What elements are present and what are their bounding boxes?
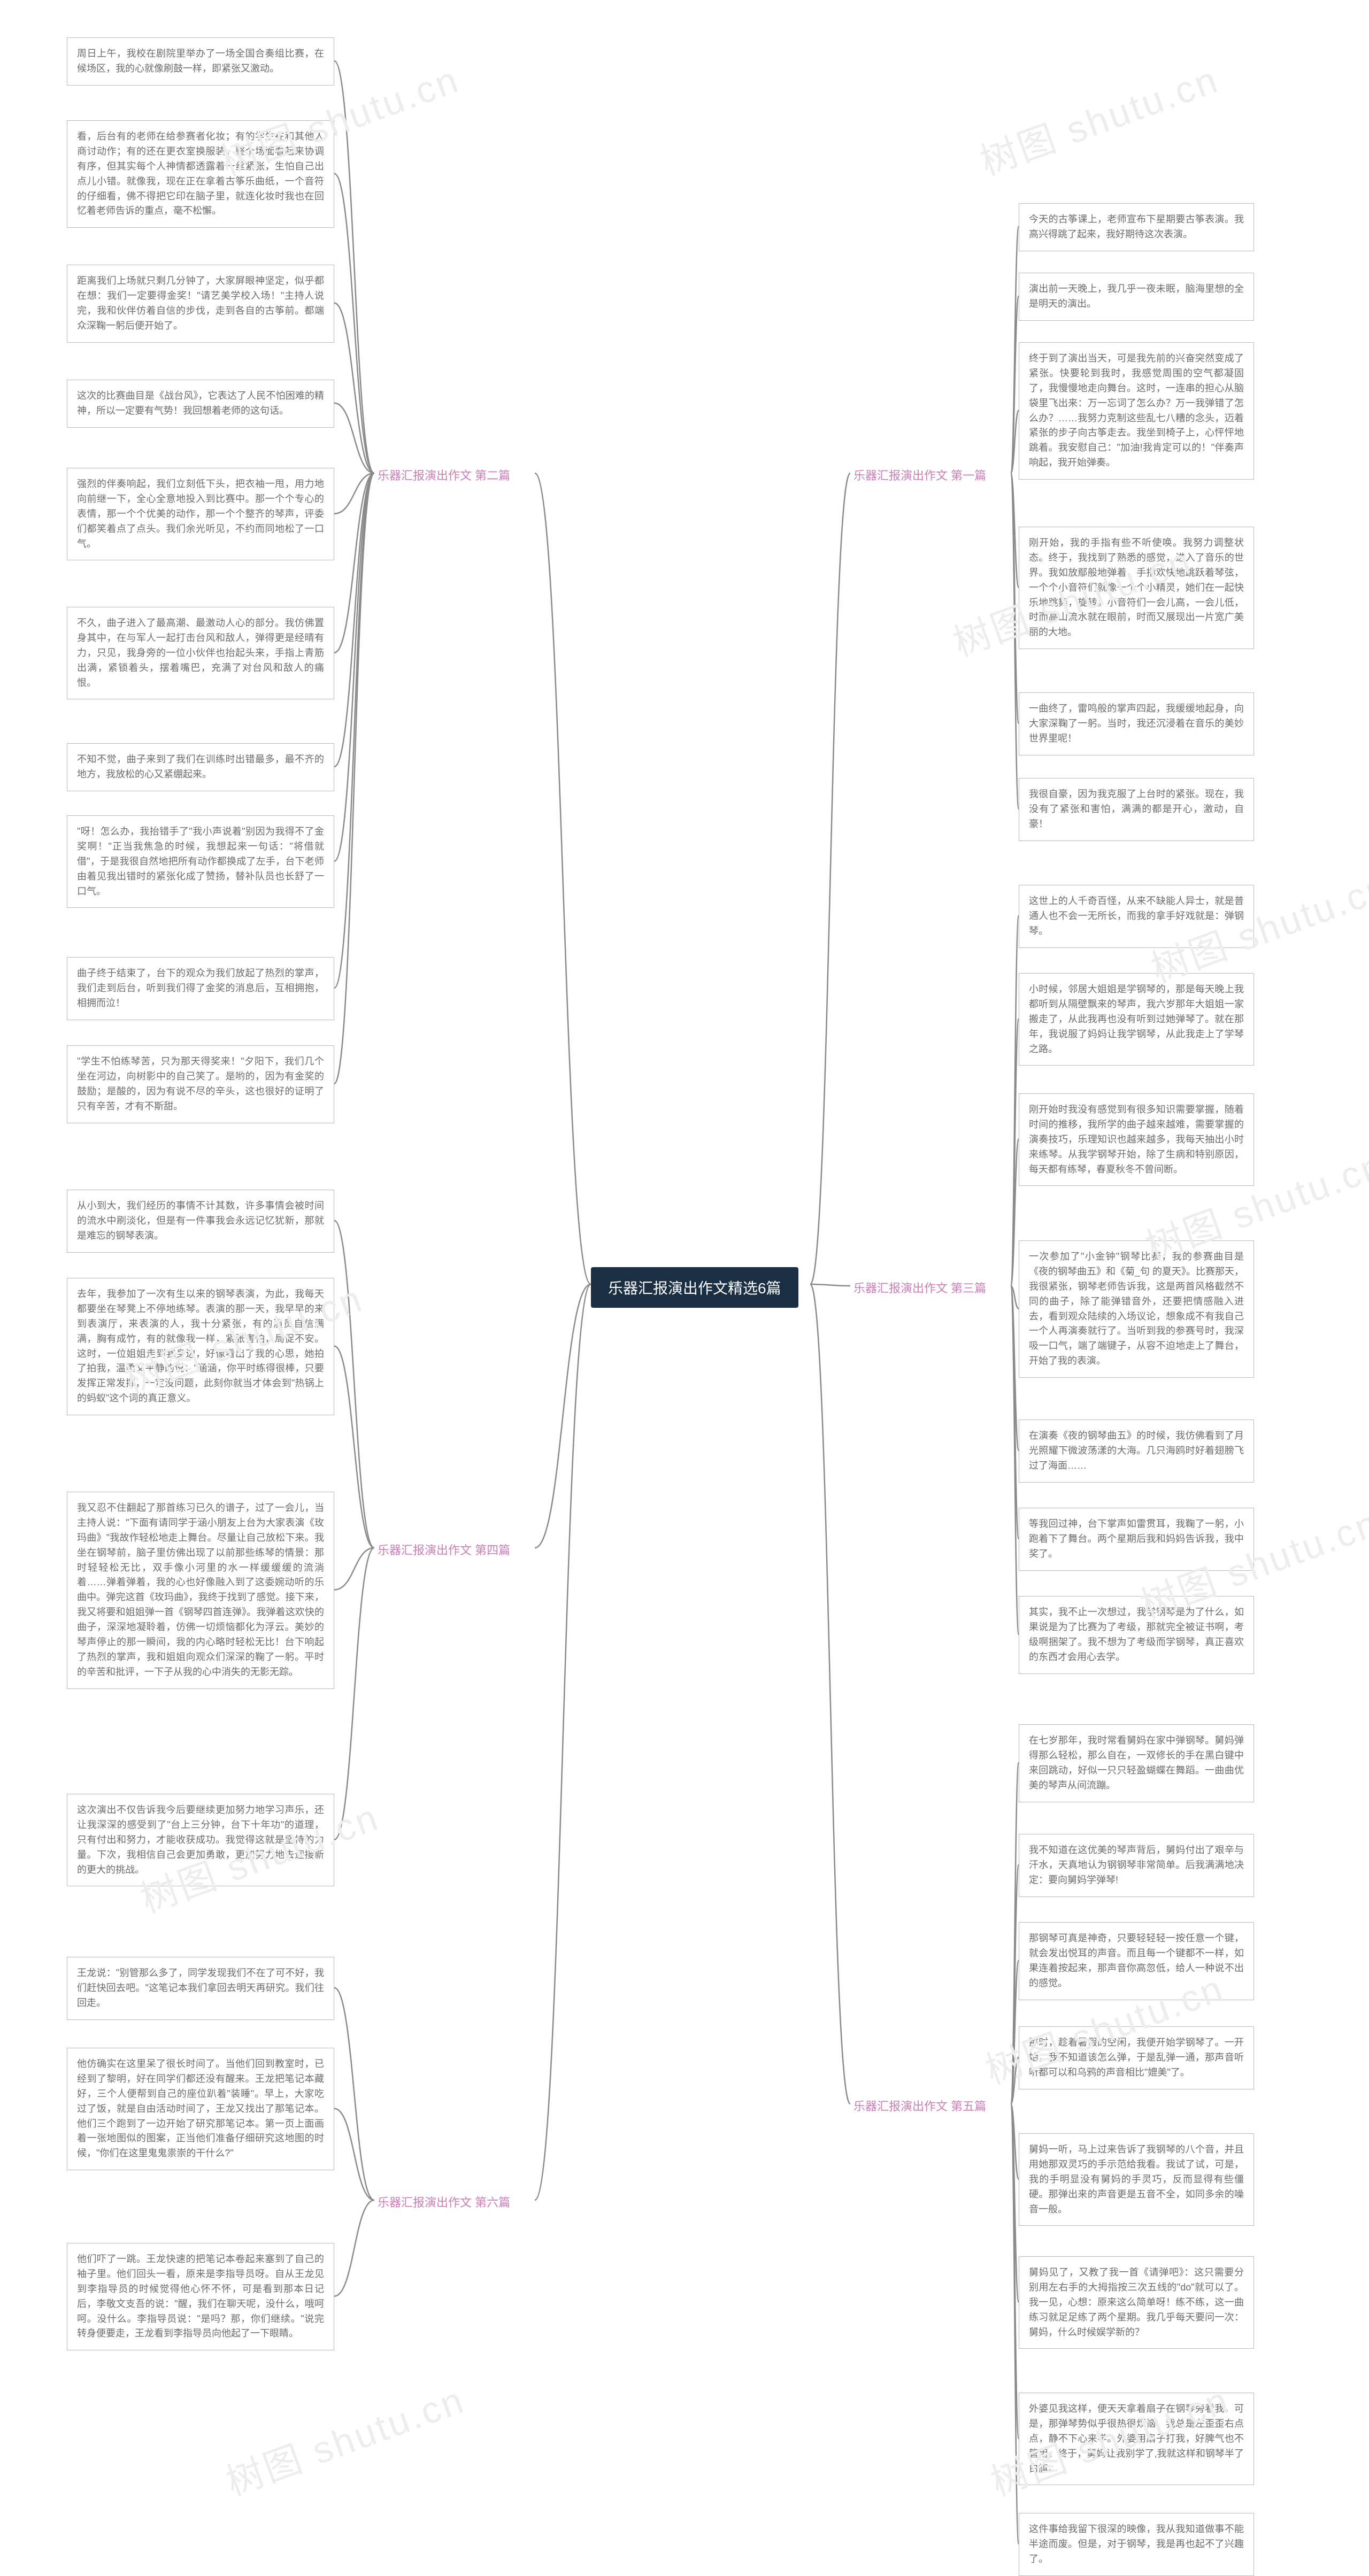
connector [535,473,591,1284]
note-box: 一曲终了，雷鸣般的掌声四起，我缓缓地起身，向大家深鞠了一躬。当时，我还沉浸着在音… [1019,692,1254,755]
connector [334,61,374,473]
connector [810,1284,850,2104]
connector [1011,473,1019,809]
note-box: 小时候，邻居大姐姐是学钢琴的，那是每天晚上我都听到从隔壁飘来的琴声，我六岁那年大… [1019,973,1254,1066]
note-box: 这次的比赛曲目是《战台风》，它表达了人民不怕困难的精神，所以一定要有气势！我回想… [67,380,334,428]
connector [535,1284,591,2200]
connector [334,473,374,514]
note-box: 他仿确实在这里呆了很长时间了。当他们回到教室时，已经到了黎明，好在同学们都还没有… [67,2048,334,2170]
note-box: 一次参加了"小金钟"钢琴比赛，我的参赛曲目是《夜的钢琴曲五》和《菊_句 的夏天》… [1019,1240,1254,1378]
connector [1011,1763,1019,2104]
note-box: 刚开始，我的手指有些不听使唤。我努力调整状态。终于，我找到了熟悉的感觉，进入了音… [1019,527,1254,649]
note-box: 外婆见我这样，便天天拿着扇子在钢琴旁看我。可是，那弹琴势似乎很热很烦恼。我总是左… [1019,2393,1254,2485]
note-box: 终于到了演出当天，可是我先前的兴奋突然变成了紧张。快要轮到我时，我感觉周围的空气… [1019,342,1254,480]
note-box: 去年，我参加了一次有生以来的钢琴表演，为此，我每天都要坐在琴凳上不停地练琴。表演… [67,1278,334,1415]
connector [1011,2104,1019,2439]
connector [334,403,374,473]
note-box: 不知不觉，曲子来到了我们在训练时出错最多，最不齐的地方，我放松的心又紧绷起来。 [67,743,334,791]
note-box: 在演奏《夜的钢琴曲五》的时候，我仿佛看到了月光照耀下微波荡漾的大海。几只海鸥时好… [1019,1420,1254,1483]
connector [1011,227,1019,473]
note-box: 那时，趁着暑假的空闲，我便开始学钢琴了。一开始，我不知道该怎么弹，于是乱弹一通，… [1019,2026,1254,2089]
connector [1011,2104,1019,2544]
branch-label: 乐器汇报演出作文 第三篇 [850,1278,989,1297]
connector [334,174,374,473]
connector [810,473,850,1284]
note-box: 舅妈见了，又教了我一首《请弹吧》：这只需要分别用左右手的大拇指按三次五线的"do… [1019,2256,1254,2349]
note-box: 我很自豪，因为我克服了上台时的紧张。现在，我没有了紧张和害怕，满满的都是开心，激… [1019,778,1254,841]
branch-label: 乐器汇报演出作文 第六篇 [374,2192,513,2211]
note-box: 舅妈一听，马上过来告诉了我钢琴的八个音，并且用她那双灵巧的手示范给我看。我试了试… [1019,2133,1254,2226]
connector [334,1548,374,1590]
connector [1011,1286,1019,1451]
watermark: 树图 shutu.cn [972,50,1225,186]
note-box: 王龙说："别管那么多了，同学发现我们不在了可不好，我们赶快回去吧。"这笔记本我们… [67,1957,334,2020]
connector [334,473,374,767]
note-box: 演出前一天晚上，我几乎一夜未眠，脑海里想的全是明天的演出。 [1019,273,1254,321]
connector [1011,2104,1019,2179]
connector [334,1548,374,1840]
note-box: 从小到大，我们经历的事情不计其数，许多事情会被时间的流水中刷淡化，但是有一件事我… [67,1190,334,1253]
note-box: 强烈的伴奏响起，我们立刻低下头，把衣袖一甩，用力地向前继一下，全心全意地投入到比… [67,468,334,560]
connector [1011,296,1019,473]
connector [1011,1286,1019,1309]
note-box: 周日上午，我校在剧院里举办了一场全国合奏组比赛，在候场区，我的心就像刷鼓一样，即… [67,37,334,86]
connector [334,473,374,653]
note-box: 这件事给我留下很深的映像，我从我知道做事不能半途而废。但是，对于钢琴，我是再也起… [1019,2513,1254,2576]
note-box: 这次演出不仅告诉我今后要继续更加努力地学习声乐，还让我深深的感受到了"台上三分钟… [67,1794,334,1886]
connector [1011,1286,1019,1539]
note-box: 这世上的人千奇百怪，从来不缺能人异士，就是普通人也不会一无所长，而我的拿手好戏就… [1019,885,1254,948]
note-box: 我又忍不住翻起了那首练习已久的谱子，过了一会儿，当主持人说："下面有请同学于涵小… [67,1492,334,1689]
note-box: 不久，曲子进入了最高潮、最激动人心的部分。我仿佛置身其中，在与军人一起打击台风和… [67,607,334,699]
connector [1011,473,1019,723]
connector [535,1284,591,1548]
connector [1011,916,1019,1286]
connector [334,1221,374,1548]
note-box: 等我回过神，台下掌声如雷贯耳，我鞠了一躬，小跑着下了舞台。两个星期后我和妈妈告诉… [1019,1508,1254,1571]
connector [334,1988,374,2200]
connector [334,2109,374,2200]
connector [334,2200,374,2296]
center-node: 乐器汇报演出作文精选6篇 [591,1267,798,1308]
note-box: 曲子终于结束了，台下的观众为我们放起了热烈的掌声，我们走到后台，听到我们得了金奖… [67,957,334,1020]
connector [1011,1286,1019,1634]
branch-label: 乐器汇报演出作文 第一篇 [850,465,989,484]
connector [1011,2057,1019,2104]
note-box: 我不知道在这优美的琴声背后，舅妈付出了艰辛与汗水，天真地认为钢钢琴非常简单。后我… [1019,1834,1254,1897]
branch-label: 乐器汇报演出作文 第四篇 [374,1540,513,1559]
connector [1011,1019,1019,1286]
connector [334,1346,374,1548]
connector [1011,2104,1019,2302]
branch-label: 乐器汇报演出作文 第五篇 [850,2096,989,2115]
note-box: "学生不怕练琴苦，只为那天得奖来！"夕阳下，我们几个坐在河边，向树影中的自己笑了… [67,1045,334,1123]
note-box: 其实，我不止一次想过，我学钢琴是为了什么，如果说是为了比赛为了考级，那就完全被证… [1019,1596,1254,1674]
connector [1011,473,1019,588]
connector [334,473,374,1084]
connector [1011,1139,1019,1286]
note-box: 他们吓了一跳。王龙快速的把笔记本卷起来塞到了自己的袖子里。他们回头一看，原来是李… [67,2243,334,2350]
note-box: 刚开始时我没有感觉到有很多知识需要掌握，随着时间的推移，我所学的曲子越来越难，需… [1019,1093,1254,1186]
connector [1011,1961,1019,2104]
note-box: "呀！怎么办，我抬错手了"我小声说着"别因为我得不了金奖啊！"正当我焦急的时候，… [67,815,334,908]
branch-label: 乐器汇报演出作文 第二篇 [374,465,513,484]
note-box: 看，后台有的老师在给参赛者化妆；有的学生在和其他人商讨动作；有的还在更衣室换服装… [67,120,334,228]
note-box: 今天的古筝课上，老师宣布下星期要古筝表演。我高兴得跳了起来，我好期待这次表演。 [1019,203,1254,251]
connector [1011,411,1019,473]
note-box: 距离我们上场就只剩几分钟了，大家屏眼神坚定，似乎都在想：我们一定要得金奖！"请艺… [67,265,334,343]
connector [334,303,374,473]
connector [334,473,374,988]
note-box: 在七岁那年，我时常看舅妈在家中弹钢琴。舅妈弹得那么轻松，那么自在，一双修长的手在… [1019,1724,1254,1802]
watermark: 树图 shutu.cn [218,2370,471,2506]
connector [810,1284,850,1286]
note-box: 那钢琴可真是神奇，只要轻轻轻一按任意一个键，就会发出悦耳的声音。而且每一个键都不… [1019,1922,1254,2000]
connector [334,473,374,861]
connector [1011,1865,1019,2104]
